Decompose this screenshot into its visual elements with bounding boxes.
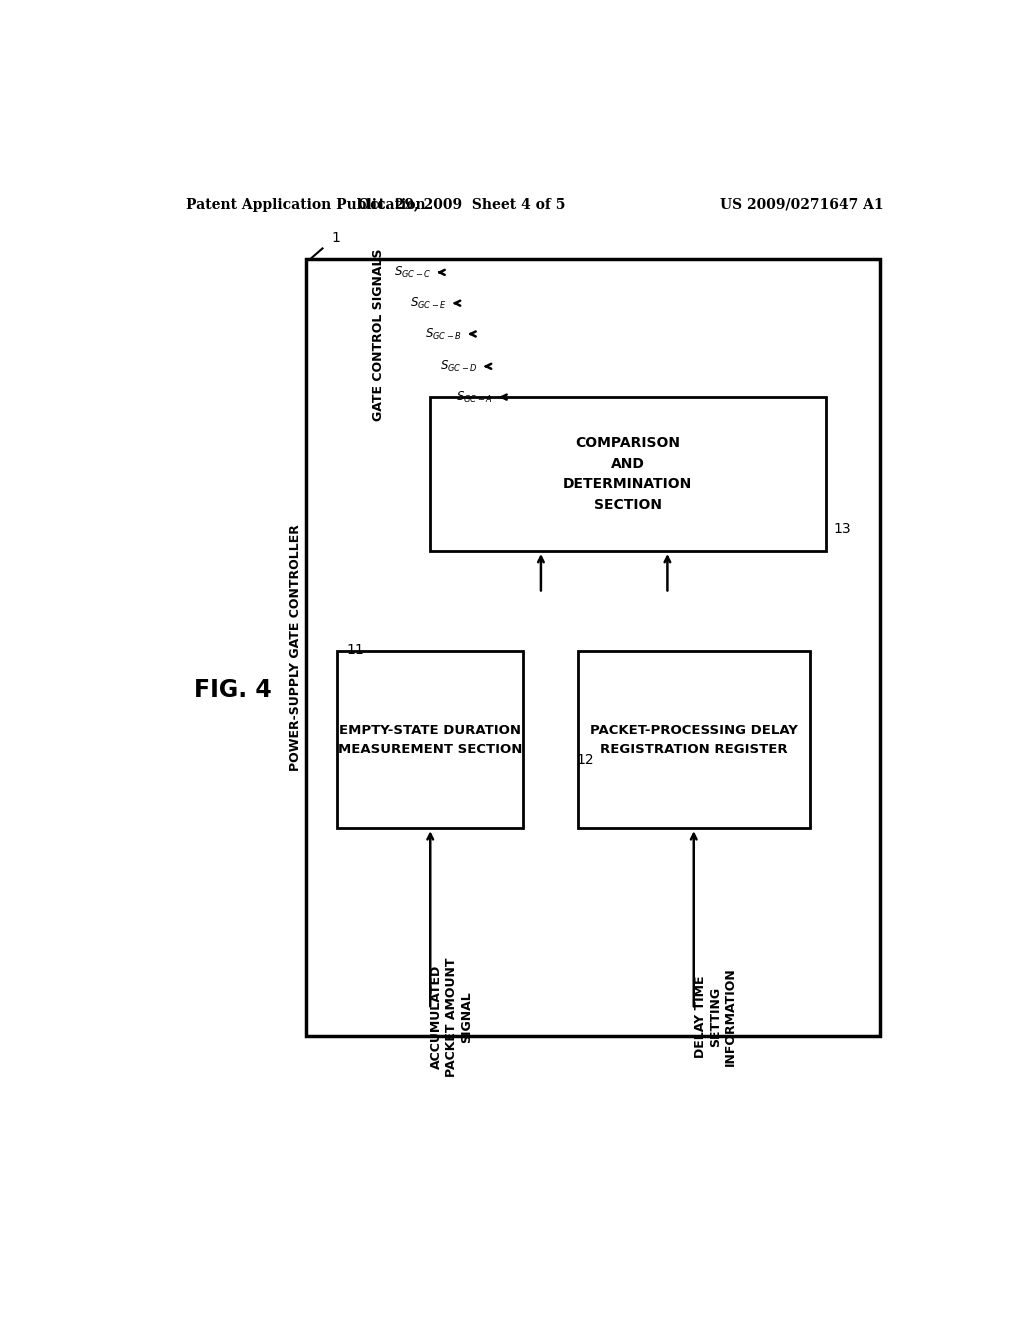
Text: 12: 12	[575, 752, 594, 767]
Text: Oct. 29, 2009  Sheet 4 of 5: Oct. 29, 2009 Sheet 4 of 5	[357, 198, 565, 211]
Text: Patent Application Publication: Patent Application Publication	[186, 198, 426, 211]
Text: GATE CONTROL SIGNALS: GATE CONTROL SIGNALS	[372, 248, 385, 421]
Text: $S_{GC-A}$: $S_{GC-A}$	[457, 389, 493, 405]
Text: 1: 1	[331, 231, 340, 244]
Bar	[578, 651, 810, 829]
Text: $S_{GC-C}$: $S_{GC-C}$	[393, 265, 431, 280]
Text: EMPTY-STATE DURATION
MEASUREMENT SECTION: EMPTY-STATE DURATION MEASUREMENT SECTION	[338, 723, 522, 756]
Text: 11: 11	[346, 643, 365, 656]
Text: ACCUMULATED
PACKET AMOUNT
SIGNAL: ACCUMULATED PACKET AMOUNT SIGNAL	[430, 957, 473, 1077]
Text: POWER-SUPPLY GATE CONTROLLER: POWER-SUPPLY GATE CONTROLLER	[289, 524, 302, 771]
Text: $S_{GC-B}$: $S_{GC-B}$	[425, 326, 462, 342]
Text: US 2009/0271647 A1: US 2009/0271647 A1	[721, 198, 884, 211]
Text: FIG. 4: FIG. 4	[194, 677, 271, 702]
Text: PACKET-PROCESSING DELAY
REGISTRATION REGISTER: PACKET-PROCESSING DELAY REGISTRATION REG…	[590, 723, 798, 756]
Text: DELAY TIME
SETTING
INFORMATION: DELAY TIME SETTING INFORMATION	[693, 968, 736, 1067]
Text: $S_{GC-E}$: $S_{GC-E}$	[410, 296, 446, 310]
Bar	[306, 259, 880, 1036]
Text: COMPARISON
AND
DETERMINATION
SECTION: COMPARISON AND DETERMINATION SECTION	[563, 436, 692, 512]
Text: 13: 13	[834, 521, 851, 536]
Bar	[430, 397, 825, 552]
Bar	[337, 651, 523, 829]
Text: $S_{GC-D}$: $S_{GC-D}$	[440, 359, 477, 374]
